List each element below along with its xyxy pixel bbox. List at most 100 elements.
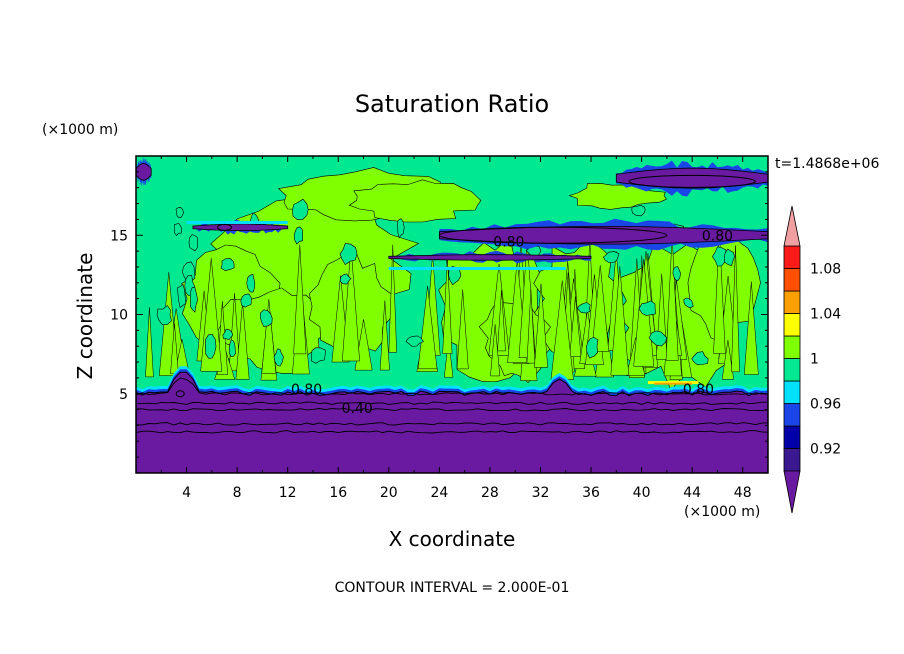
near-one-spot — [638, 300, 656, 316]
near-one-spot — [405, 335, 424, 347]
near-one-spot — [260, 309, 273, 327]
x-tick-label: 12 — [279, 485, 297, 501]
near-one-spot — [273, 348, 284, 367]
near-one-spot — [648, 330, 668, 347]
contour-0.6 — [136, 401, 768, 405]
colorbar: 0.92 0.96 1 1.04 1.08 — [783, 205, 841, 514]
lime-finger — [235, 302, 250, 380]
lime-finger — [713, 230, 726, 354]
colorbar-segment — [783, 268, 801, 292]
contour-lines — [136, 174, 768, 434]
near-one-spot — [672, 266, 681, 282]
x-tick-label: 28 — [481, 485, 499, 501]
near-one-spot — [723, 248, 735, 267]
colorbar-segment — [783, 335, 801, 359]
lime-finger — [534, 283, 549, 368]
contour-0.4 — [136, 407, 768, 412]
x-tick-label: 4 — [182, 485, 191, 501]
near-one-spot — [310, 347, 326, 364]
near-one-spot — [691, 351, 709, 366]
lime-finger — [497, 290, 506, 352]
colorbar-tick-label: 1.08 — [810, 262, 841, 278]
lime-finger — [417, 285, 438, 370]
contour-interval-footer: CONTOUR INTERVAL = 2.000E-01 — [335, 580, 570, 596]
near-one-spot — [397, 218, 405, 239]
near-one-spot — [205, 334, 217, 359]
lime-region — [348, 179, 482, 223]
near-one-spot — [339, 273, 352, 285]
x-tick-label: 16 — [329, 485, 347, 501]
near-one-spot — [293, 226, 304, 245]
contour-label: 0.40 — [342, 401, 373, 417]
x-unit-label: (×1000 m) — [684, 504, 760, 520]
chart-title: Saturation Ratio — [355, 90, 549, 118]
y-tick-label: 5 — [119, 387, 128, 403]
near-one-spot — [156, 304, 172, 325]
x-axis-label: X coordinate — [389, 527, 516, 551]
colorbar-segment — [783, 290, 801, 314]
x-axis: 4 8 12 16 20 24 28 32 36 40 44 48 — [160, 156, 752, 501]
x-tick-label: 24 — [430, 485, 448, 501]
near-one-spot — [173, 223, 183, 236]
x-tick-label: 32 — [532, 485, 550, 501]
contour-label: 0.80 — [493, 235, 524, 251]
colorbar-tick-label: 1.04 — [810, 307, 841, 323]
x-tick-label: 36 — [582, 485, 600, 501]
contour-ellipse — [175, 390, 185, 398]
x-tick-label: 8 — [233, 485, 242, 501]
colorbar-segment — [783, 448, 801, 472]
contour-label: 0.80 — [702, 228, 733, 244]
near-one-spot — [228, 339, 236, 357]
colorbar-under-arrow — [783, 470, 801, 514]
colorbar-segment — [783, 358, 801, 382]
near-one-spot — [586, 337, 599, 359]
y-unit-label: (×1000 m) — [42, 122, 118, 138]
x-tick-label: 48 — [734, 485, 752, 501]
cyan-streak — [186, 220, 288, 224]
near-one-spot — [175, 207, 184, 219]
near-one-spot — [292, 198, 309, 221]
lime-finger — [665, 235, 679, 361]
contour-ellipse — [216, 223, 232, 231]
contour-0.1 — [136, 430, 768, 434]
lime-finger — [456, 289, 469, 370]
near-one-spot — [631, 204, 646, 217]
near-one-spot — [246, 274, 256, 293]
colorbar-tick-label: 1 — [810, 352, 819, 368]
corner-dry-band — [136, 163, 152, 181]
near-one-spot — [712, 246, 727, 267]
y-tick-label: 10 — [110, 308, 128, 324]
lime-finger — [293, 244, 307, 355]
lime-finger — [569, 296, 582, 357]
y-axis-label: Z coordinate — [73, 253, 97, 380]
contour-label: 0.80 — [683, 382, 714, 398]
lime-finger — [526, 289, 536, 364]
lime-finger — [744, 281, 759, 375]
contour-labels: 0.80 0.40 0.80 0.80 0.80 — [291, 228, 733, 417]
near-one-spot — [222, 328, 234, 340]
near-one-spot — [189, 287, 198, 313]
supersat-orange — [654, 382, 693, 385]
colorbar-over-arrow — [783, 205, 801, 247]
cyan-streak — [388, 266, 566, 270]
lime-finger — [443, 339, 454, 378]
lime-finger — [388, 244, 397, 353]
colorbar-segment — [783, 425, 801, 449]
lime-finger — [261, 299, 277, 374]
near-one-spot — [339, 243, 358, 266]
lime-finger — [721, 340, 734, 380]
contour-0.8-upper — [438, 226, 668, 244]
contour-0.8-top — [628, 174, 756, 188]
y-tick-label: 15 — [110, 228, 128, 244]
y-axis: 5 10 15 — [110, 171, 768, 458]
lime-finger — [342, 246, 360, 362]
supersat-yellow — [647, 381, 699, 385]
lower-dry-layer — [136, 371, 768, 473]
near-one-spot — [576, 302, 591, 314]
left-dry-band — [192, 223, 289, 232]
lime-finger — [591, 265, 610, 352]
x-tick-label: 40 — [633, 485, 651, 501]
lime-finger — [379, 300, 390, 371]
colorbar-tick-label: 0.96 — [810, 397, 841, 413]
